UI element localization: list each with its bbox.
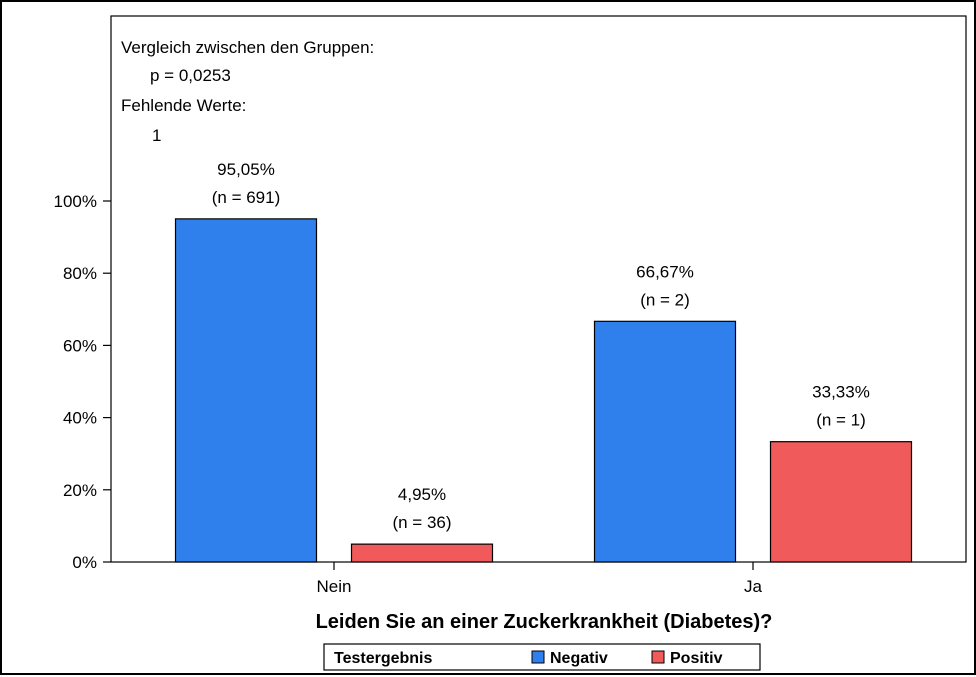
legend-title: Testergebnis	[334, 650, 433, 667]
bar-positiv-nein	[350, 543, 494, 563]
bar-positiv-ja	[769, 441, 913, 563]
x-tick-label: Ja	[744, 577, 763, 596]
bar-negativ-nein	[174, 218, 318, 563]
p-value: p = 0,0253	[150, 66, 231, 85]
data-label-count: (n = 1)	[816, 411, 866, 430]
legend-label-negativ: Negativ	[550, 650, 608, 667]
data-label-percent: 33,33%	[812, 383, 870, 402]
plot-area	[110, 15, 967, 563]
y-tick-label: 60%	[63, 336, 97, 355]
bar-negativ-ja	[593, 320, 737, 563]
data-label-count: (n = 691)	[212, 188, 281, 207]
y-tick-label: 100%	[54, 192, 97, 211]
comparison-label: Vergleich zwischen den Gruppen:	[121, 38, 374, 57]
y-tick-label: 40%	[63, 409, 97, 428]
missing-value: 1	[152, 126, 161, 145]
legend: Testergebnis Negativ Positiv	[323, 643, 761, 671]
y-axis: 0% 20% 40% 60% 80% 100%	[54, 192, 111, 572]
data-label-count: (n = 2)	[640, 290, 690, 309]
x-tick-label: Nein	[317, 577, 352, 596]
y-tick-label: 0%	[72, 553, 97, 572]
y-tick-label: 80%	[63, 264, 97, 283]
data-label-percent: 4,95%	[398, 485, 446, 504]
y-tick-label: 20%	[63, 481, 97, 500]
bars: 95,05% (n = 691) 4,95% (n = 36) 66,67% (n = 2…	[174, 160, 913, 563]
legend-swatch-positiv	[651, 650, 665, 664]
data-label-percent: 66,67%	[636, 262, 694, 281]
x-axis-title: Leiden Sie an einer Zuckerkrankheit (Dia…	[316, 611, 773, 633]
x-axis: Nein Ja	[317, 562, 763, 596]
legend-label-positiv: Positiv	[670, 650, 723, 667]
data-label-percent: 95,05%	[217, 160, 275, 179]
data-label-count: (n = 36)	[392, 513, 451, 532]
legend-swatch-negativ	[531, 650, 545, 664]
missing-label: Fehlende Werte:	[121, 96, 246, 115]
